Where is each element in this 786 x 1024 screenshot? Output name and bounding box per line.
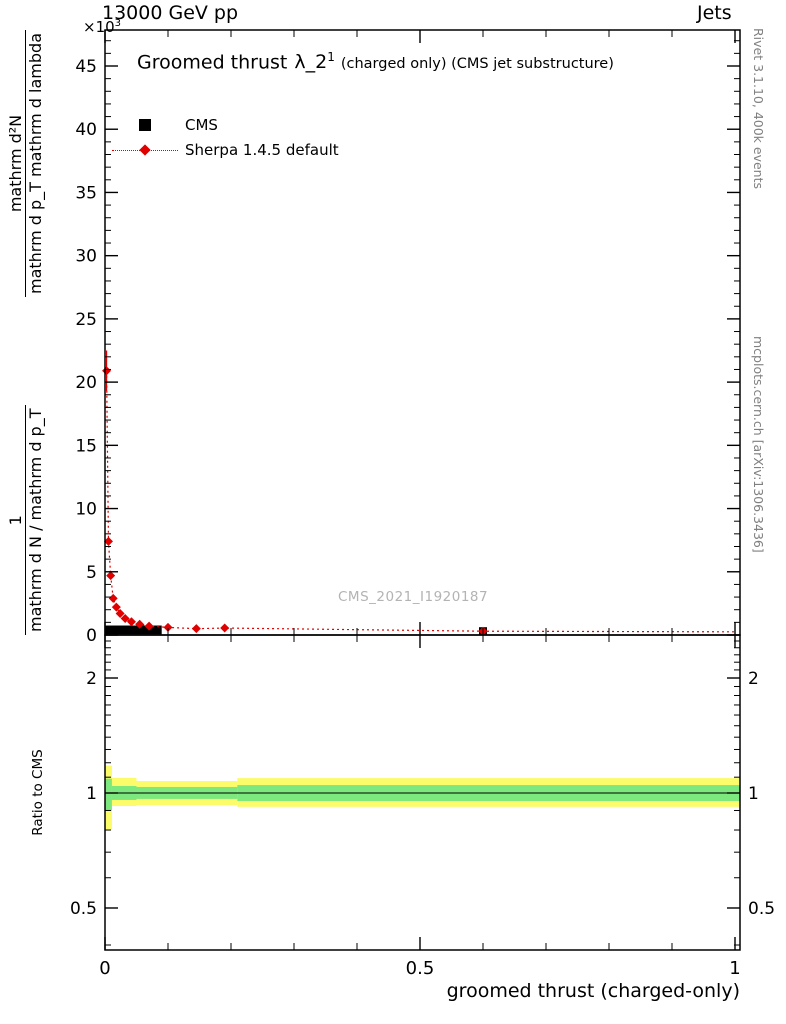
frac2-numerator: mathrm d²N (6, 30, 26, 297)
plot-title: Groomed thrust λ_21 (charged only) (CMS je… (137, 50, 614, 73)
sherpa-marker (108, 593, 118, 603)
sherpa-marker (135, 619, 145, 629)
mcplots-reference-label: mcplots.cern.ch [arXiv:1306.3436] (751, 336, 766, 553)
sherpa-marker (126, 617, 136, 627)
legend-entry-sherpa: Sherpa 1.4.5 default (110, 137, 339, 162)
beam-energy-label: 13000 GeV pp (102, 2, 239, 24)
main-ytick-label: 15 (75, 436, 97, 456)
y-axis-label: 1 mathrm d N / mathrm d p_T mathrm d²N m… (6, 30, 45, 635)
ratio-ytick-label-left: 1 (86, 784, 97, 804)
plot-title-lambda: λ_2 (294, 51, 328, 74)
sherpa-marker (191, 624, 201, 634)
ratio-ytick-label-right: 2 (748, 669, 759, 689)
sherpa-marker (220, 623, 230, 633)
sherpa-marker (115, 609, 125, 619)
analysis-id-watermark: CMS_2021_I1920187 (338, 589, 489, 605)
plot-title-suffix: (charged only) (CMS jet substructure) (340, 56, 614, 73)
sherpa-marker-swatch (110, 143, 180, 156)
y-axis-label-fraction-2: mathrm d²N mathrm d p_T mathrm d lambda (6, 30, 45, 297)
rivet-version-label: Rivet 3.1.10, 400k events (751, 28, 766, 190)
main-ytick-label: 0 (86, 626, 97, 646)
analysis-group-label: Jets (697, 2, 732, 24)
red-diamond-icon (139, 143, 151, 156)
xtick-label: 1 (729, 958, 740, 979)
sherpa-marker (106, 571, 116, 581)
x-axis-title: groomed thrust (charged-only) (446, 980, 740, 1002)
sherpa-marker (103, 536, 113, 546)
sherpa-marker (144, 621, 154, 631)
plot-title-sup: 1 (327, 50, 335, 64)
sherpa-marker (102, 366, 112, 376)
ratio-band-green (105, 778, 112, 811)
main-ytick-label: 45 (75, 57, 97, 77)
ratio-ytick-label-right: 1 (748, 784, 759, 804)
ratio-axis-label: Ratio to CMS (30, 749, 46, 836)
legend-entry-cms: CMS (110, 112, 339, 137)
ratio-ytick-label-right: 0.5 (748, 899, 775, 919)
frac1-denominator: mathrm d N / mathrm d p_T (26, 408, 45, 633)
main-ytick-label: 25 (75, 310, 97, 330)
main-ytick-label: 35 (75, 183, 97, 203)
sherpa-marker (120, 614, 130, 624)
ratio-ytick-label-left: 2 (86, 669, 97, 689)
xtick-label: 0.5 (406, 958, 435, 979)
main-ytick-label: 40 (75, 120, 97, 140)
cms-data-band (105, 625, 162, 635)
plot-title-main: Groomed thrust (137, 51, 288, 74)
main-ytick-label: 20 (75, 373, 97, 393)
frac2-denominator: mathrm d p_T mathrm d lambda (26, 33, 45, 294)
frac1-numerator: 1 (6, 405, 26, 635)
cms-marker-swatch (110, 118, 180, 131)
ratio-ytick-label-left: 0.5 (70, 899, 97, 919)
legend: CMS Sherpa 1.4.5 default (110, 112, 339, 162)
y-axis-label-fraction-1: 1 mathrm d N / mathrm d p_T (6, 405, 45, 635)
sherpa-marker (163, 622, 173, 632)
xtick-label: 0 (99, 958, 110, 979)
legend-label-sherpa: Sherpa 1.4.5 default (185, 140, 339, 159)
scale-base: ×10 (83, 18, 115, 36)
main-ytick-label: 10 (75, 500, 97, 520)
scale-exp: 3 (114, 18, 122, 29)
main-ytick-label: 30 (75, 247, 97, 267)
legend-label-cms: CMS (185, 115, 218, 134)
y-axis-scale-exponent: ×103 (83, 18, 121, 36)
main-ytick-label: 5 (86, 563, 97, 583)
sherpa-marker (111, 602, 121, 612)
black-square-icon (139, 118, 151, 131)
